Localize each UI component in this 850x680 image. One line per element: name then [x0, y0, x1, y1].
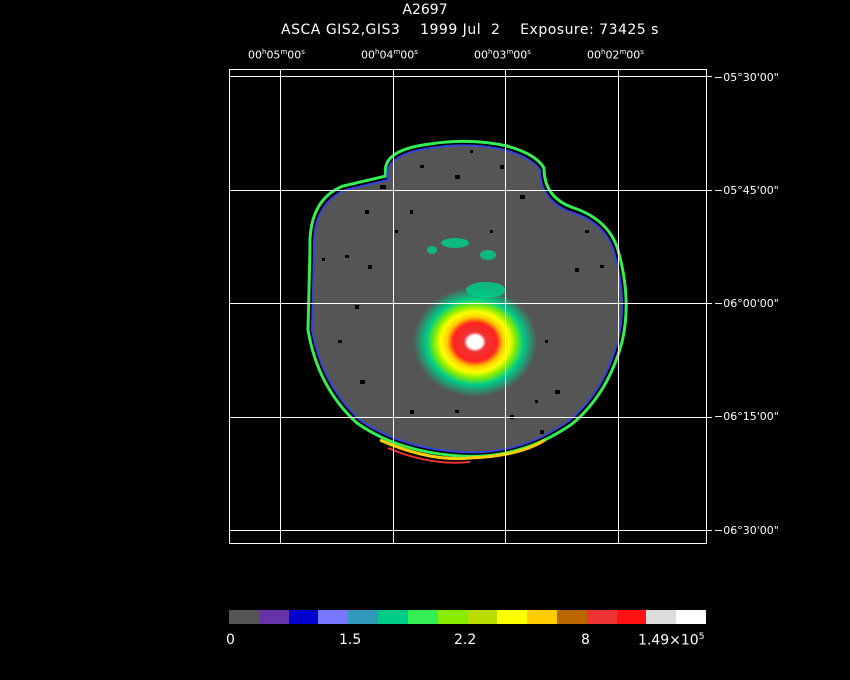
colorbar-swatch-6	[407, 610, 438, 624]
colorbar-swatch-4	[348, 610, 379, 624]
colorbar-swatch-15	[676, 610, 706, 624]
dec-label-2: −05°45'00"	[714, 184, 779, 197]
colorbar-swatch-5	[378, 610, 408, 624]
colorbar-label-3: 8	[581, 632, 590, 648]
object-name: A2697	[402, 2, 448, 18]
colorbar-label-0: 0	[226, 632, 235, 648]
detector-rim	[306, 139, 628, 464]
ra-label-4: 00h02m00s	[587, 48, 644, 62]
dec-label-3: −06°00'00"	[714, 297, 779, 310]
colorbar-label-2: 2.2	[454, 632, 477, 648]
colorbar-swatch-8	[467, 610, 498, 624]
colorbar-swatch-7	[437, 610, 468, 624]
colorbar-swatch-9	[497, 610, 528, 624]
ra-label-3: 00h03m00s	[474, 48, 531, 62]
background-noise	[322, 150, 604, 434]
colorbar-swatch-12	[586, 610, 617, 624]
coordinate-grid	[229, 69, 712, 544]
ra-label-2: 00h04m00s	[361, 48, 418, 62]
colorbar-swatch-0	[229, 610, 259, 624]
colorbar-swatch-1	[258, 610, 289, 624]
ra-label-1: 00h05m00s	[248, 48, 305, 62]
colorbar-swatch-3	[318, 610, 349, 624]
colorbar-swatch-14	[646, 610, 677, 624]
dec-label-4: −06°15'00"	[714, 410, 779, 423]
colorbar-swatch-11	[556, 610, 587, 624]
colorbar-label-4: 1.49×105	[638, 632, 705, 649]
colorbar-swatch-13	[616, 610, 647, 624]
colorbar	[229, 610, 706, 624]
colorbar-swatch-2	[288, 610, 319, 624]
colorbar-label-1: 1.5	[339, 632, 362, 648]
observation-info: ASCA GIS2,GIS3 1999 Jul 2 Exposure: 7342…	[281, 22, 659, 38]
dec-label-5: −06°30'00"	[714, 524, 779, 537]
colorbar-swatch-10	[527, 610, 557, 624]
dec-label-1: −05°30'00"	[714, 71, 779, 84]
